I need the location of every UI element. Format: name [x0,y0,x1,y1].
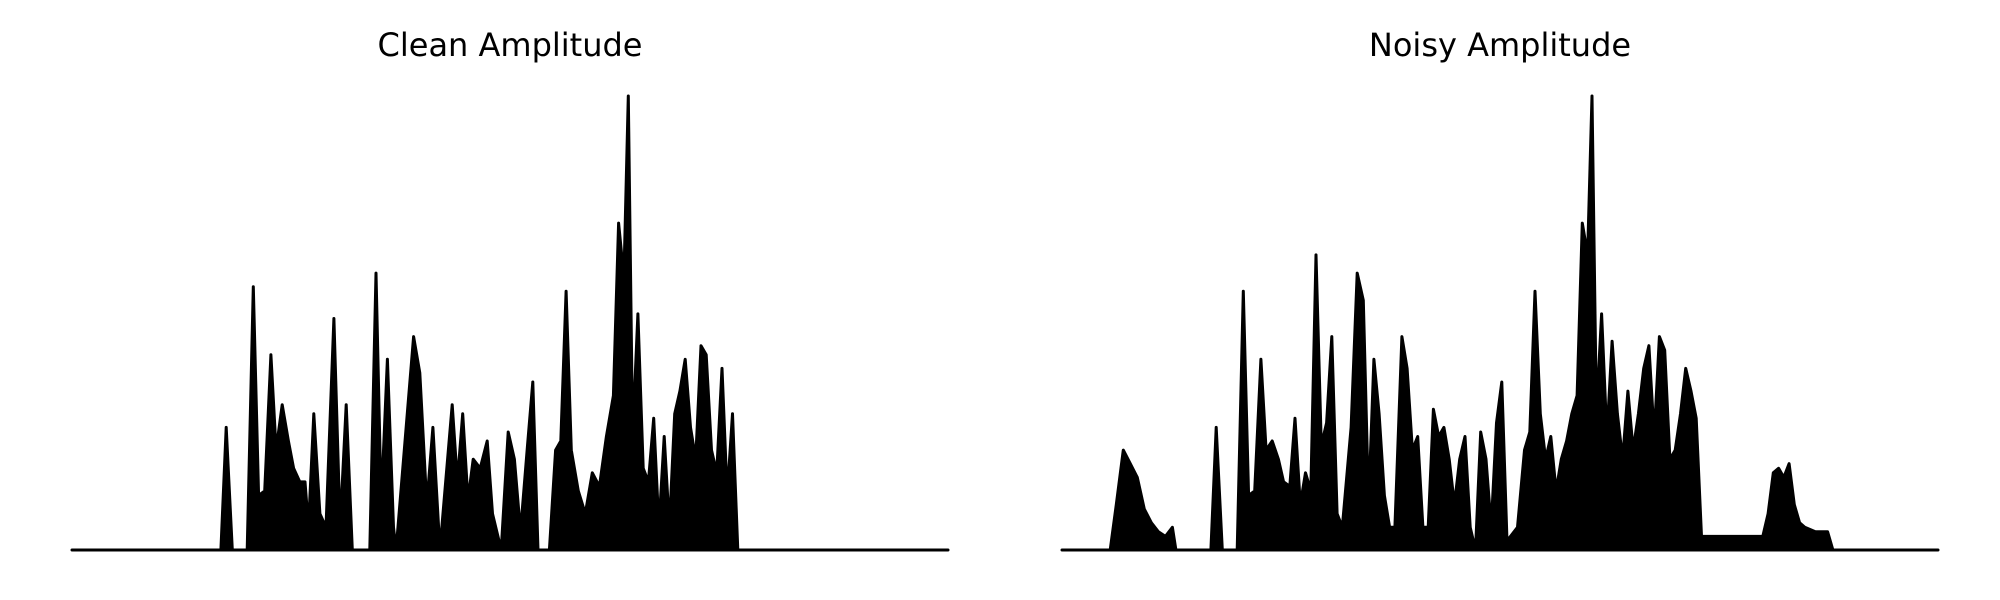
clean-amplitude-panel: Clean Amplitude [0,0,1000,600]
noisy-amplitude-chart [1000,0,2000,600]
clean-amplitude-chart [0,0,1000,600]
amplitude-area [1062,96,1938,550]
noisy-amplitude-panel: Noisy Amplitude [1000,0,2000,600]
amplitude-area [72,96,948,550]
